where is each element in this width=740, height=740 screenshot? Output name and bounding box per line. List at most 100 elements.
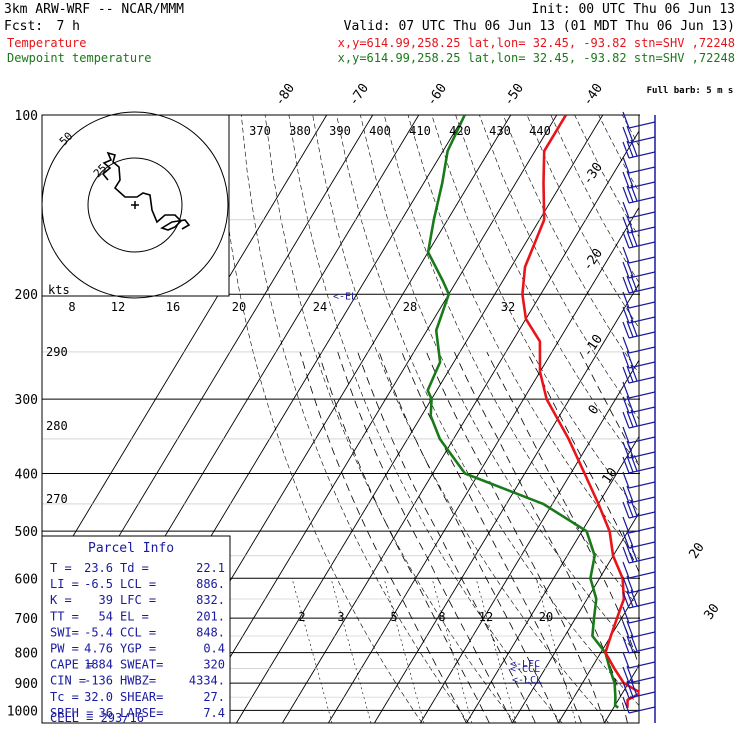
wind-barb (622, 156, 656, 174)
isotherm (466, 435, 639, 723)
moist-adiabat (357, 351, 536, 723)
isotherm-label--50: -50 (501, 81, 527, 109)
wind-barb (622, 485, 656, 504)
dry-adiabat (241, 115, 469, 723)
isotherm-label--20: -20 (580, 246, 606, 274)
pressure-labels: 100 200 300 400 500 600 700 800 900 1000 (7, 109, 38, 719)
parcel-info-panel: Parcel Info T = 23.6 Td = 22.1 LI = -6.5 LCL =… (41, 535, 231, 725)
sounding-profiles (426, 115, 639, 709)
wind-barb (622, 260, 656, 279)
dry-adiabat (694, 115, 740, 723)
mixing-ratio-line (431, 578, 473, 724)
wind-barb (622, 544, 656, 564)
parcel-value-a: 39 (99, 593, 113, 607)
dewpoint-line (426, 115, 620, 709)
parcel-key-a: T = (50, 561, 72, 575)
plot-frame (41, 114, 640, 724)
wind-barb (622, 651, 656, 669)
dry-adiabat (264, 115, 516, 723)
isotherm-label--60: -60 (424, 81, 450, 109)
parcel-value-b: 4334. (189, 674, 225, 688)
temperature-line (521, 115, 639, 708)
parcel-key-b: SHEAR= (120, 690, 163, 704)
isotherm-label-20: 20 (686, 540, 707, 561)
wind-barb (622, 454, 656, 474)
wind-barbs (622, 111, 656, 723)
parcel-key-a: PW = (50, 642, 79, 656)
dry-adiabat (407, 115, 639, 560)
parcel-value-a: 23.6 (84, 561, 113, 575)
theta-label-420: 420 (449, 124, 471, 138)
wind-barb (622, 530, 656, 549)
speed-label-32: 32 (501, 300, 515, 314)
moist-adiabat (401, 351, 582, 723)
temperature-legend: Temperature (7, 36, 86, 50)
mixing-ratio-line (475, 578, 517, 724)
pressure-label-900: 900 (15, 677, 38, 692)
parcel-key-b: SWEAT= (120, 658, 163, 672)
parcel-value-a: 36 (99, 706, 113, 720)
mixing-ratio-line (330, 578, 372, 724)
level-marker-lcl: <-LCL (512, 675, 542, 686)
wind-barb (622, 665, 656, 684)
location-line-temp: x,y=614.99,258.25 lat,lon= 32.45, -93.82… (338, 36, 735, 50)
isotherm (650, 115, 740, 723)
mixing-ratio-line (291, 578, 333, 724)
parcel-key-a: CAPE = (50, 658, 93, 672)
wind-barb (622, 499, 656, 519)
wind-barb (622, 215, 656, 234)
parcel-value-a: 1884 (84, 658, 113, 672)
theta-label-410: 410 (409, 124, 431, 138)
mixing-ratio-labels: 2 3 5 8 12 20 (298, 610, 553, 624)
parcel-value-b: 0.4 (203, 642, 225, 656)
isotherm (420, 359, 639, 723)
parcel-info-title: Parcel Info (88, 541, 174, 556)
dry-adiabat (312, 115, 609, 723)
theta-left-label-280: 280 (46, 419, 68, 433)
parcel-value-a: -6.5 (84, 577, 113, 591)
mixing-ratio-line (535, 578, 577, 724)
dry-adiabat (502, 115, 639, 374)
wind-barb (622, 336, 656, 354)
dry-adiabat (622, 115, 639, 147)
wind-barb (622, 409, 656, 429)
isotherm-label--40: -40 (580, 81, 606, 109)
isotherm (512, 512, 639, 723)
init-time: Init: 00 UTC Thu 06 Jun 13 (532, 2, 736, 17)
wind-barb (622, 440, 656, 459)
dry-adiabat (217, 115, 423, 723)
theta-label-380: 380 (289, 124, 311, 138)
parcel-value-b: 22.1 (196, 561, 225, 575)
parcel-value-a: 4.76 (84, 642, 113, 656)
wind-barb (622, 516, 656, 534)
parcel-info-frame (41, 535, 231, 724)
wind-barb (622, 364, 656, 384)
wind-barb (622, 634, 656, 654)
speed-units: kts (48, 283, 70, 297)
wind-barb (622, 305, 656, 324)
theta-left-label-270: 270 (46, 492, 68, 506)
theta-left-label-290: 290 (46, 345, 68, 359)
theta-label-440: 440 (529, 124, 551, 138)
mixing-ratio-label-20: 20 (539, 610, 553, 624)
wind-barb (622, 589, 656, 609)
wind-barb (622, 319, 656, 339)
dry-adiabat (360, 115, 639, 657)
wind-barb (622, 291, 656, 309)
wind-barb (622, 125, 656, 144)
parcel-key-a: Tc = (50, 690, 79, 704)
wind-barb (622, 561, 656, 579)
moist-adiabat (526, 351, 639, 574)
isotherm (558, 588, 639, 723)
moist-adiabat (378, 351, 559, 723)
speed-label-24: 24 (313, 300, 327, 314)
wind-barb (622, 381, 656, 399)
barb-legend: Full barb: 5 m s (647, 86, 734, 96)
parcel-key-a: SWI= (50, 625, 79, 639)
speed-label-12: 12 (111, 300, 125, 314)
wind-barb (622, 184, 656, 204)
parcel-value-a: -5.4 (84, 625, 113, 639)
dry-adiabat-lines (217, 115, 740, 723)
wind-barb (622, 111, 656, 129)
